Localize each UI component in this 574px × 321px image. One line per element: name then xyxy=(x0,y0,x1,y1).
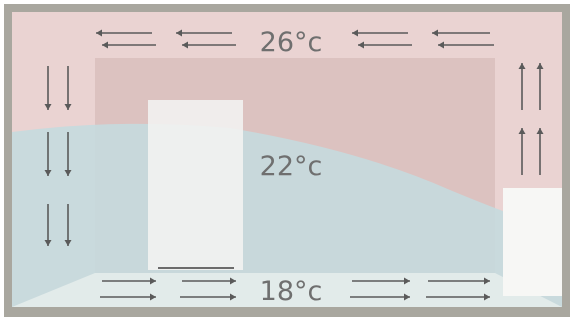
floor-arrow xyxy=(102,277,156,285)
temp-label-middle: 22°c xyxy=(260,151,323,182)
ceiling-arrow xyxy=(176,29,232,37)
floor-arrow xyxy=(100,293,156,301)
right-wall-arrow xyxy=(518,63,526,110)
ceiling-arrows xyxy=(96,29,494,49)
floor-arrow xyxy=(182,277,236,285)
floor-arrow xyxy=(352,277,410,285)
left-wall-arrow xyxy=(44,132,52,176)
right-wall-arrow xyxy=(536,128,544,175)
left-wall-arrows xyxy=(44,66,72,246)
ceiling-arrow xyxy=(432,29,490,37)
left-wall-arrow xyxy=(64,66,72,110)
door xyxy=(148,100,243,270)
right-wall-arrow xyxy=(536,63,544,110)
radiator xyxy=(503,188,562,296)
floor-arrows xyxy=(100,277,490,301)
floor-arrow xyxy=(426,293,490,301)
left-wall-arrow xyxy=(44,66,52,110)
temp-label-bottom: 18°c xyxy=(260,276,323,307)
ceiling-arrow xyxy=(182,41,236,49)
left-wall-arrow xyxy=(44,204,52,246)
right-wall-arrow xyxy=(518,128,526,175)
ceiling-arrow xyxy=(96,29,152,37)
left-wall-arrow xyxy=(64,132,72,176)
ceiling-arrow xyxy=(102,41,156,49)
floor-arrow xyxy=(428,277,490,285)
right-wall-arrows xyxy=(518,63,544,175)
floor-arrow xyxy=(180,293,236,301)
ceiling-arrow xyxy=(438,41,494,49)
temp-label-top: 26°c xyxy=(260,27,323,58)
left-wall-arrow xyxy=(64,204,72,246)
ceiling-arrow xyxy=(358,41,412,49)
floor-arrow xyxy=(350,293,410,301)
ceiling-arrow xyxy=(352,29,408,37)
